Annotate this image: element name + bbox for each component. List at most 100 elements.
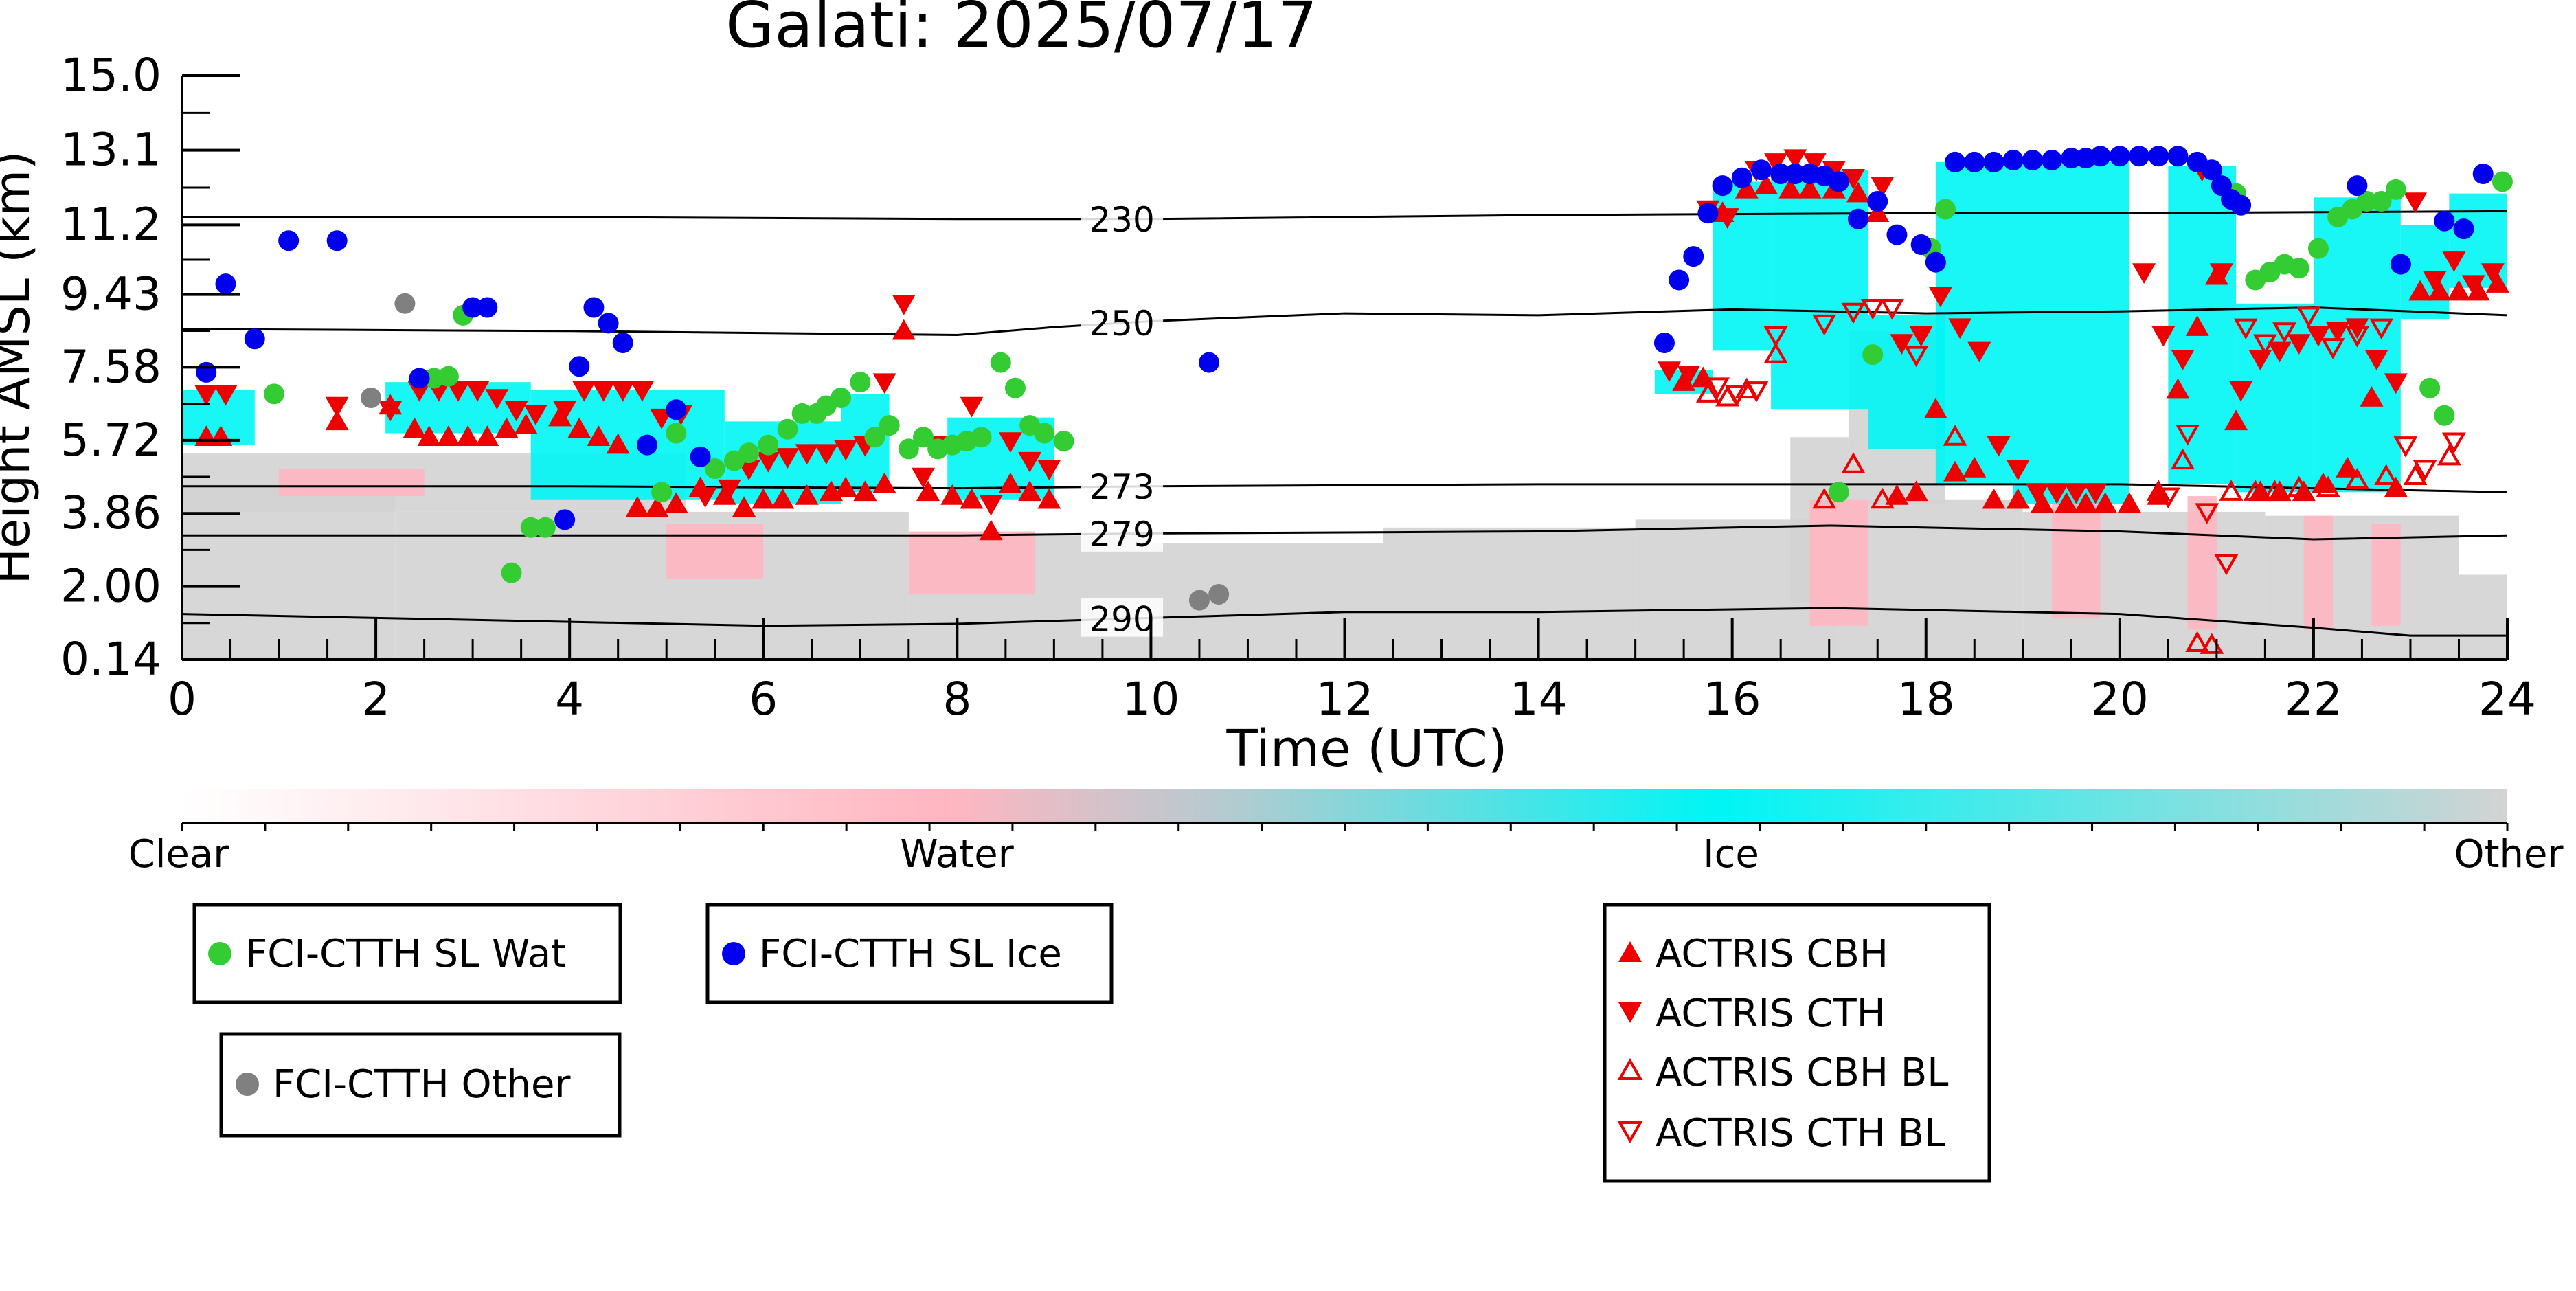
point-actris-cbh <box>979 519 1003 541</box>
point-actris-cth <box>553 401 577 422</box>
point-fci-ctth-sl-wat <box>704 458 725 480</box>
point-actris-cbh <box>853 480 877 502</box>
point-fci-ctth-sl-ice <box>1910 234 1932 255</box>
colorbar-label-water: Water <box>900 832 1015 877</box>
point-actris-cbh <box>795 484 819 505</box>
point-actris-cbh <box>940 484 964 505</box>
point-fci-ctth-other <box>394 293 416 314</box>
point-fci-ctth-sl-ice <box>1731 167 1752 188</box>
x-tick-label: 24 <box>2478 673 2536 726</box>
x-tick-label: 4 <box>555 673 584 726</box>
point-actris-cth <box>2384 373 2408 394</box>
colorbar-label-other: Other <box>2454 832 2564 877</box>
legend-frame <box>192 903 622 1004</box>
point-actris-cth-bl <box>2156 487 2180 509</box>
point-actris-cbh-bl <box>1943 425 1967 446</box>
point-fci-ctth-sl-ice <box>569 356 590 377</box>
phase-region <box>1809 499 1868 626</box>
legend-box-actris: ACTRIS CBH ACTRIS CTH ACTRIS CBH BL ACTR… <box>1603 903 1991 1183</box>
point-actris-cth-bl <box>1763 326 1788 348</box>
point-actris-cbh-bl <box>1841 452 1866 473</box>
y-axis-label: Height AMSL (km) <box>0 151 41 585</box>
point-actris-cth <box>1871 177 1895 198</box>
point-fci-ctth-sl-ice <box>637 434 657 456</box>
point-actris-cbh <box>2360 386 2384 407</box>
point-fci-ctth-sl-wat <box>2371 191 2392 212</box>
point-actris-cbh <box>1735 177 1759 199</box>
colorbar-gradient <box>182 789 2507 823</box>
point-actris-cbh <box>403 417 427 438</box>
point-actris-cth-bl <box>1879 298 1904 320</box>
point-fci-ctth-sl-wat <box>738 442 760 464</box>
point-actris-cth <box>2229 381 2253 402</box>
point-fci-ctth-sl-wat <box>520 517 541 538</box>
point-actris-cbh <box>1885 484 1909 505</box>
point-actris-cbh <box>495 417 519 438</box>
point-fci-ctth-other <box>1188 590 1210 611</box>
point-actris-cth <box>504 401 528 422</box>
point-fci-ctth-sl-wat <box>263 383 284 405</box>
point-fci-ctth-sl-ice <box>1925 251 1946 273</box>
point-actris-cth <box>814 444 838 465</box>
colorbar-label-ice: Ice <box>1703 832 1759 877</box>
point-actris-cbh <box>2224 409 2248 431</box>
point-fci-ctth-sl-ice <box>1199 352 1220 373</box>
point-fci-ctth-sl-ice <box>462 297 484 318</box>
phase-region <box>2013 161 2129 504</box>
point-actris-cth <box>591 381 615 402</box>
point-actris-cbh <box>2466 280 2490 301</box>
point-fci-ctth-sl-ice <box>326 230 348 251</box>
point-actris-cth <box>611 381 635 402</box>
point-fci-ctth-sl-ice <box>1867 191 1888 212</box>
point-actris-cth <box>2306 326 2330 347</box>
point-actris-cth <box>756 451 780 473</box>
point-actris-cth-bl <box>2252 334 2277 355</box>
point-actris-cbh <box>2074 492 2098 513</box>
point-actris-cbh <box>960 488 984 509</box>
point-fci-ctth-sl-wat <box>534 517 556 538</box>
point-fci-ctth-sl-ice <box>1945 151 1966 172</box>
legend-marker-sl-ice <box>722 942 745 965</box>
point-actris-cbh <box>475 425 499 446</box>
point-actris-cth <box>1037 460 1061 481</box>
point-fci-ctth-sl-wat <box>777 418 798 440</box>
x-tick-label: 16 <box>1704 673 1761 726</box>
point-actris-cth-bl <box>1860 298 1885 320</box>
point-fci-ctth-sl-ice <box>2434 210 2455 232</box>
point-actris-cbh <box>2055 492 2079 513</box>
point-actris-cbh-bl <box>2263 480 2287 501</box>
point-actris-cbh <box>1963 457 1987 478</box>
point-actris-cth <box>2364 350 2388 370</box>
point-actris-cth <box>466 381 490 402</box>
point-fci-ctth-sl-wat <box>831 388 852 409</box>
isotherm-250 <box>181 306 2508 337</box>
point-actris-cbh <box>2336 457 2360 478</box>
axes: 0 2 4 6 8 10 12 14 16 18 20 22 24 0.142.003.865.727.… <box>60 49 2536 726</box>
point-actris-cth <box>2423 271 2447 292</box>
legend-marker-cbh-bl <box>1617 1057 1643 1080</box>
point-actris-cbh <box>872 472 896 493</box>
x-tick-label: 10 <box>1122 673 1179 726</box>
series-fci-ctth-sl-ice <box>196 146 2494 530</box>
point-actris-cth <box>717 479 741 500</box>
point-actris-cth <box>2404 192 2428 214</box>
point-actris-cth <box>1890 334 1914 355</box>
point-fci-ctth-sl-ice <box>2230 194 2252 216</box>
point-fci-ctth-sl-ice <box>1886 224 1908 245</box>
point-fci-ctth-sl-wat <box>971 427 992 448</box>
point-actris-cth <box>630 381 654 402</box>
phase-region <box>395 511 909 660</box>
point-fci-ctth-sl-wat <box>651 482 673 503</box>
point-actris-cth <box>1783 149 1807 170</box>
point-actris-cbh <box>1866 201 1890 222</box>
point-fci-ctth-sl-ice <box>1983 151 2004 172</box>
point-actris-cth <box>1018 451 1042 473</box>
isotherm-label-bg <box>1081 598 1164 637</box>
point-actris-cbh <box>834 476 858 497</box>
point-fci-ctth-sl-ice <box>2061 148 2082 169</box>
point-actris-cbh <box>2166 378 2190 399</box>
point-actris-cth <box>693 487 717 508</box>
point-actris-cbh <box>606 433 630 454</box>
point-fci-ctth-sl-wat <box>2385 179 2406 200</box>
point-actris-cbh <box>1904 480 1928 502</box>
